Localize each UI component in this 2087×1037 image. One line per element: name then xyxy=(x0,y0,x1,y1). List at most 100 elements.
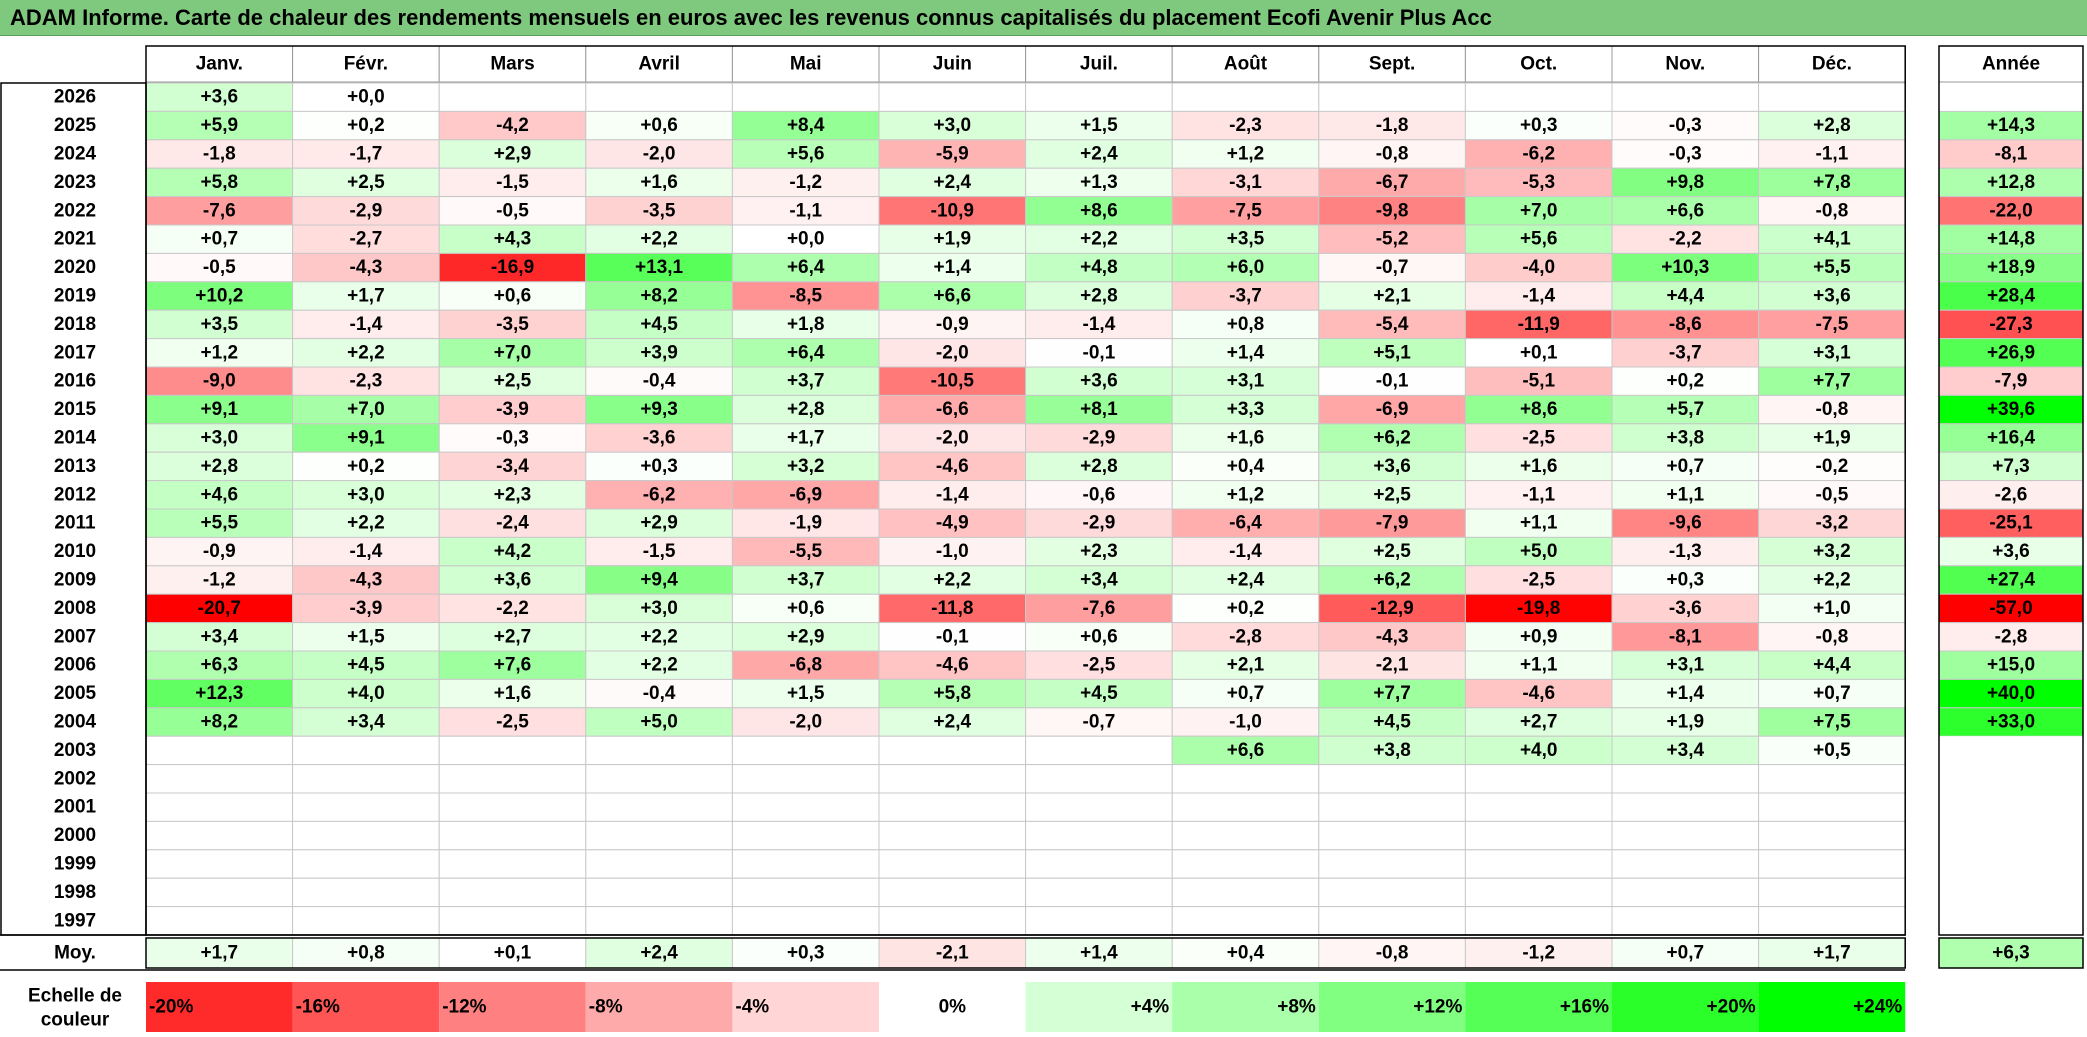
annual-cell xyxy=(1939,793,2083,822)
heatmap-cell xyxy=(292,423,440,453)
heatmap-cell xyxy=(438,877,587,908)
heatmap-cell xyxy=(731,678,880,709)
cell-value: +6,2 xyxy=(1373,428,1411,449)
month-header-label: Mai xyxy=(790,54,822,75)
cell-value: -1,4 xyxy=(350,541,383,562)
cell-value: +2,8 xyxy=(1080,456,1118,477)
heatmap-cell xyxy=(1318,593,1466,624)
heatmap-cell xyxy=(1318,764,1466,794)
cell-value: -2,0 xyxy=(936,428,969,449)
cell-value: +0,2 xyxy=(347,115,385,136)
heatmap-cell xyxy=(292,735,440,766)
cell-value: +0,2 xyxy=(347,456,385,477)
annual-value: +39,6 xyxy=(1987,399,2035,420)
year-label: 2023 xyxy=(54,172,96,193)
heatmap-cell xyxy=(1611,451,1760,482)
year-label: 2026 xyxy=(54,87,96,108)
average-value: +0,1 xyxy=(494,943,532,964)
cell-value: +0,7 xyxy=(1227,683,1265,704)
cell-value: -2,4 xyxy=(496,513,529,534)
cell-value: +1,2 xyxy=(1227,144,1265,165)
cell-value: -4,3 xyxy=(1376,626,1409,647)
heatmap-cell xyxy=(1025,877,1173,908)
heatmap-cell xyxy=(292,196,440,226)
heatmap-cell xyxy=(731,82,880,112)
cell-value: +2,5 xyxy=(347,172,385,193)
month-header-label: Janv. xyxy=(196,54,243,75)
cell-value: -1,1 xyxy=(789,200,822,221)
heatmap-cell xyxy=(878,622,1027,652)
cell-value: +1,4 xyxy=(1227,342,1265,363)
cell-value: +0,3 xyxy=(1520,115,1558,136)
month-header-cell xyxy=(1171,45,1320,83)
heatmap-cell xyxy=(1171,650,1320,680)
heatmap-cell xyxy=(1758,394,1906,425)
cell-value: +4,3 xyxy=(494,229,532,250)
heatmap-cell xyxy=(292,281,440,311)
annual-value: +40,0 xyxy=(1987,683,2035,704)
cell-value: +2,4 xyxy=(934,172,972,193)
heatmap-cell xyxy=(1318,167,1466,198)
heatmap-cell xyxy=(585,877,733,908)
average-value: +1,7 xyxy=(201,943,239,964)
heatmap-cell xyxy=(731,536,880,567)
cell-value: +1,8 xyxy=(787,314,825,335)
heatmap-cell xyxy=(438,906,587,936)
cell-value: -0,7 xyxy=(1083,712,1116,733)
heatmap-cell xyxy=(1611,196,1760,226)
cell-value: +7,0 xyxy=(494,342,532,363)
heatmap-cell xyxy=(1611,820,1760,851)
cell-value: +2,4 xyxy=(934,712,972,733)
cell-value: +3,9 xyxy=(640,342,678,363)
heatmap-cell xyxy=(878,167,1027,198)
cell-value: -9,6 xyxy=(1669,513,1702,534)
heatmap-cell xyxy=(1611,167,1760,198)
heatmap-cell xyxy=(585,451,733,482)
year-label: 2021 xyxy=(54,229,97,250)
heatmap-cell xyxy=(878,309,1027,340)
heatmap-cell xyxy=(1171,167,1320,198)
heatmap-cell xyxy=(731,735,880,766)
month-header-cell xyxy=(1464,45,1613,83)
heatmap-cell xyxy=(731,480,880,510)
cell-value: -0,6 xyxy=(1083,484,1116,505)
heatmap-cell xyxy=(292,394,440,425)
heatmap-cell xyxy=(585,394,733,425)
heatmap-cell xyxy=(878,678,1027,709)
cell-value: -0,8 xyxy=(1816,626,1849,647)
cell-value: -1,7 xyxy=(350,144,383,165)
annual-cell xyxy=(1938,139,2084,169)
heatmap-cell xyxy=(145,849,294,879)
heatmap-cell xyxy=(1464,82,1613,112)
cell-value: +3,1 xyxy=(1227,371,1265,392)
heatmap-cell xyxy=(1758,622,1906,652)
heatmap-cell xyxy=(1464,593,1613,624)
cell-value: -7,9 xyxy=(1376,513,1409,534)
heatmap-cell xyxy=(1318,735,1466,766)
heatmap-cell xyxy=(145,139,294,169)
heatmap-cell xyxy=(1611,565,1760,595)
heatmap-cell xyxy=(1464,764,1613,794)
cell-value: -3,9 xyxy=(350,598,383,619)
year-label: 2010 xyxy=(54,541,96,562)
cell-value: +3,6 xyxy=(494,570,532,591)
cell-value: -0,1 xyxy=(1376,371,1409,392)
heatmap-cell xyxy=(1758,849,1906,879)
cell-value: -3,5 xyxy=(496,314,529,335)
average-cell xyxy=(731,937,880,969)
cell-value: +0,3 xyxy=(1667,570,1705,591)
heatmap-cell xyxy=(731,110,880,141)
annual-cell xyxy=(1938,480,2084,510)
annual-value: +7,3 xyxy=(1992,456,2030,477)
heatmap-cell xyxy=(1758,82,1906,112)
heatmap-cell xyxy=(1171,906,1320,936)
cell-value: +3,1 xyxy=(1667,655,1705,676)
heatmap-cell xyxy=(1464,366,1613,396)
heatmap-cell xyxy=(145,224,294,254)
scale-step-label: -4% xyxy=(735,997,769,1018)
month-header-label: Juin xyxy=(933,54,972,75)
heatmap-cell xyxy=(1318,309,1466,340)
cell-value: +0,6 xyxy=(640,115,678,136)
scale-label-line1: Echelle de xyxy=(28,986,122,1007)
heatmap-cell xyxy=(1611,735,1760,766)
